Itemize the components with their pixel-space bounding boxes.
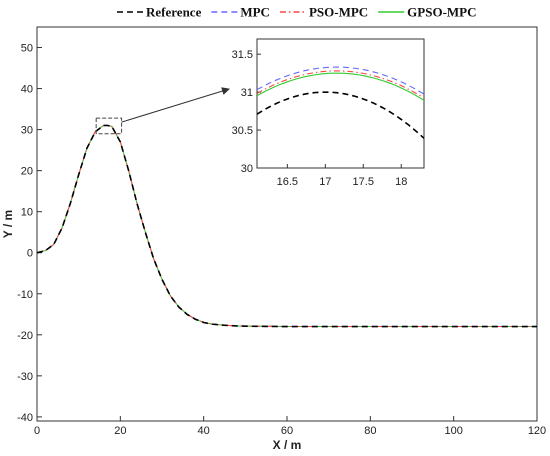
- y-tick-label: -30: [17, 371, 33, 383]
- y-axis-label: Y / m: [1, 210, 15, 238]
- y-tick-label: 0: [27, 248, 33, 260]
- inset-x-tick-label: 18: [395, 176, 407, 188]
- legend: Reference MPC PSO-MPC GPSO-MPC: [117, 5, 477, 20]
- y-tick-label: 20: [21, 166, 33, 178]
- x-tick-label: 100: [444, 425, 462, 437]
- inset-y-tick-label: 31.5: [232, 49, 253, 61]
- inset-y-tick-label: 30.5: [232, 125, 253, 137]
- y-tick-label: -20: [17, 330, 33, 342]
- legend-label-pso-mpc: PSO-MPC: [309, 5, 368, 20]
- zoom-region-box: [95, 117, 123, 135]
- inset-series-line-mpc: [257, 66, 424, 95]
- inset-series-line-reference: [257, 91, 424, 139]
- inset-plot-frame: [256, 38, 425, 169]
- legend-label-reference: Reference: [146, 5, 202, 20]
- x-axis-label: X / m: [273, 438, 302, 452]
- zoom-arrow: [121, 87, 230, 123]
- x-tick-label: 20: [114, 425, 126, 437]
- inset-plot: 16.5 17 17.5 18 30 30.5 31 31.5: [121, 38, 425, 188]
- y-tick-label: 50: [21, 43, 33, 55]
- y-tick-label: 10: [21, 207, 33, 219]
- inset-y-tick-label: 31: [241, 87, 253, 99]
- x-tick-label: 40: [198, 425, 210, 437]
- legend-label-mpc: MPC: [240, 5, 270, 20]
- inset-series-line-pso-mpc: [257, 70, 424, 99]
- y-tick-label: 40: [21, 84, 33, 96]
- inset-series-line-gpso-mpc: [257, 72, 424, 101]
- x-tick-label: 60: [281, 425, 293, 437]
- y-tick-label: -40: [17, 412, 33, 424]
- series-line-reference: [36, 124, 537, 328]
- y-tick-label: 30: [21, 125, 33, 137]
- x-tick-label: 0: [34, 425, 40, 437]
- x-tick-label: 120: [528, 425, 546, 437]
- x-tick-label: 80: [364, 425, 376, 437]
- inset-y-tick-label: 30: [241, 163, 253, 175]
- legend-label-gpso-mpc: GPSO-MPC: [407, 5, 476, 20]
- inset-x-tick-label: 17.5: [353, 176, 374, 188]
- y-tick-label: -10: [17, 289, 33, 301]
- inset-x-tick-label: 17: [319, 176, 331, 188]
- inset-x-tick-label: 16.5: [277, 176, 298, 188]
- main-plot: 0 20 40 60 80 100 120 -40 -30 -20 -10 0 10 20 30 40 50: [17, 26, 546, 437]
